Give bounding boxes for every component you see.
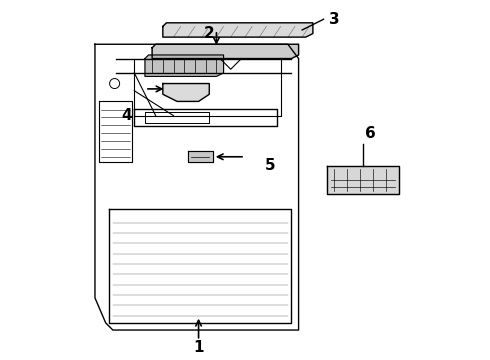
Polygon shape (145, 55, 223, 76)
Text: 4: 4 (122, 108, 132, 123)
Polygon shape (188, 152, 213, 162)
Polygon shape (163, 23, 313, 37)
Polygon shape (152, 44, 298, 59)
Polygon shape (327, 166, 398, 194)
Text: 5: 5 (265, 158, 275, 173)
Polygon shape (163, 84, 209, 102)
Text: 1: 1 (194, 341, 204, 355)
Text: 2: 2 (204, 26, 215, 41)
Text: 6: 6 (365, 126, 375, 141)
Text: 3: 3 (329, 12, 340, 27)
